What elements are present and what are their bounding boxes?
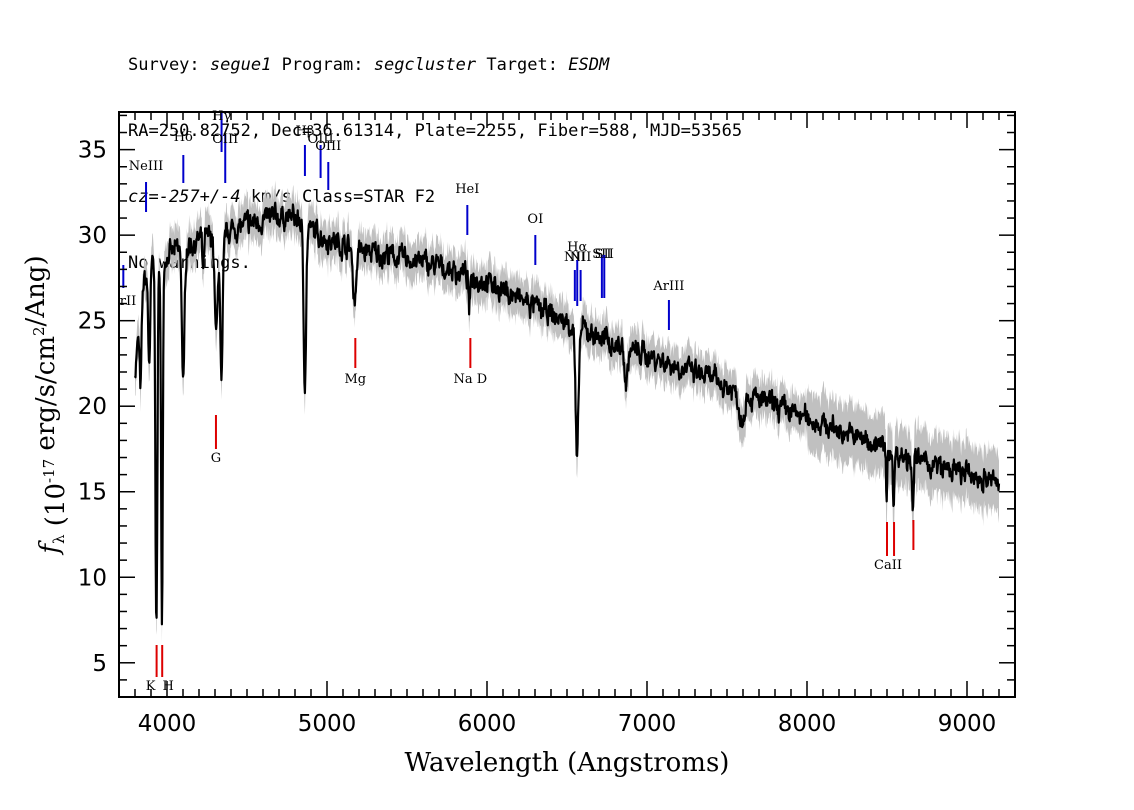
y-tick-label: 10 <box>78 565 107 591</box>
x-tick-label: 9000 <box>938 711 997 737</box>
y-tick-label: 35 <box>78 138 107 164</box>
emission-line-label: ArIII <box>652 279 684 294</box>
x-tick-label: 4000 <box>138 711 197 737</box>
x-axis-label: Wavelength (Angstroms) <box>405 748 730 778</box>
y-axis-label-part: (10 <box>41 483 71 535</box>
flux-line <box>133 201 1001 626</box>
x-tick-label: 8000 <box>778 711 837 737</box>
survey-key: Survey: <box>128 55 200 75</box>
x-tick-label: 5000 <box>298 711 357 737</box>
error-band <box>135 180 999 644</box>
emission-line-label: OIII <box>308 132 334 147</box>
emission-line-label: NII <box>570 250 592 265</box>
emission-line-label: OIII <box>315 139 341 154</box>
emission-line-label: NII <box>564 250 586 265</box>
absorption-line-label: Na D <box>454 372 488 387</box>
emission-line-label: SII <box>595 247 614 262</box>
emission-line-label: OI <box>527 212 543 227</box>
emission-line-label: NeIII <box>129 159 163 174</box>
absorption-line-label: Mg <box>344 372 366 387</box>
y-tick-label: 25 <box>78 309 107 335</box>
line-annotations: ArIINeIIIHδHγOIIIHβOIIIOIIIHeIOINIIHαNII… <box>109 109 915 694</box>
plot-axes: 4000 5000 6000 7000 8000 9000 5 10 15 20 25 30 35 <box>78 111 1016 737</box>
target-key: Target: <box>486 55 558 75</box>
survey-value: segue1 <box>209 55 272 75</box>
redshift-value: cz=-257+/-4 <box>128 187 241 207</box>
y-tick-label: 20 <box>78 394 107 420</box>
absorption-line-label: K <box>146 679 156 694</box>
y-axis-label: fλ (10-17 erg/s/cm2/Ang) <box>21 255 71 555</box>
program-key: Program: <box>281 55 364 75</box>
emission-line-label: HeI <box>455 182 479 197</box>
spectrum-header: Survey: segue1 Program: segcluster Targe… <box>128 10 742 296</box>
plot-frame <box>118 111 1016 698</box>
emission-line-label: Hα <box>567 240 587 255</box>
header-survey-line: Survey: segue1 Program: segcluster Targe… <box>128 54 742 76</box>
x-tick-label: 6000 <box>458 711 517 737</box>
emission-line-label: SII <box>592 247 611 262</box>
absorption-line-label: G <box>211 451 221 466</box>
absorption-line-label: H <box>163 679 174 694</box>
y-axis-label-part: 2 <box>30 326 48 336</box>
absorption-line-label: CaII <box>874 558 902 573</box>
y-tick-label: 30 <box>78 223 107 249</box>
y-axis-label-part: -17 <box>40 459 58 483</box>
flux-series <box>133 201 1001 626</box>
program-value: segcluster <box>373 55 477 75</box>
y-axis-label-part: λ <box>50 534 68 544</box>
y-axis-label-part: erg/s/cm <box>31 336 61 459</box>
emission-line-label: Hδ <box>174 130 193 145</box>
emission-line-label: OIII <box>212 132 238 147</box>
x-tick-label: 7000 <box>618 711 677 737</box>
annotation-group: ArIINeIIIHδHγOIIIHβOIIIOIIIHeIOINIIHαNII… <box>109 109 684 330</box>
y-tick-label: 15 <box>78 480 107 506</box>
y-tick-label: 5 <box>92 651 107 677</box>
emission-line-label: Hβ <box>295 124 314 139</box>
target-value: ESDM <box>568 55 610 75</box>
y-axis-label-part: /Ang) <box>21 255 51 326</box>
header-coordinates-line: RA=250.82752, Dec=36.61314, Plate=2255, … <box>128 121 743 141</box>
emission-line-label: ArII <box>109 294 136 309</box>
error-band-area <box>135 180 999 644</box>
